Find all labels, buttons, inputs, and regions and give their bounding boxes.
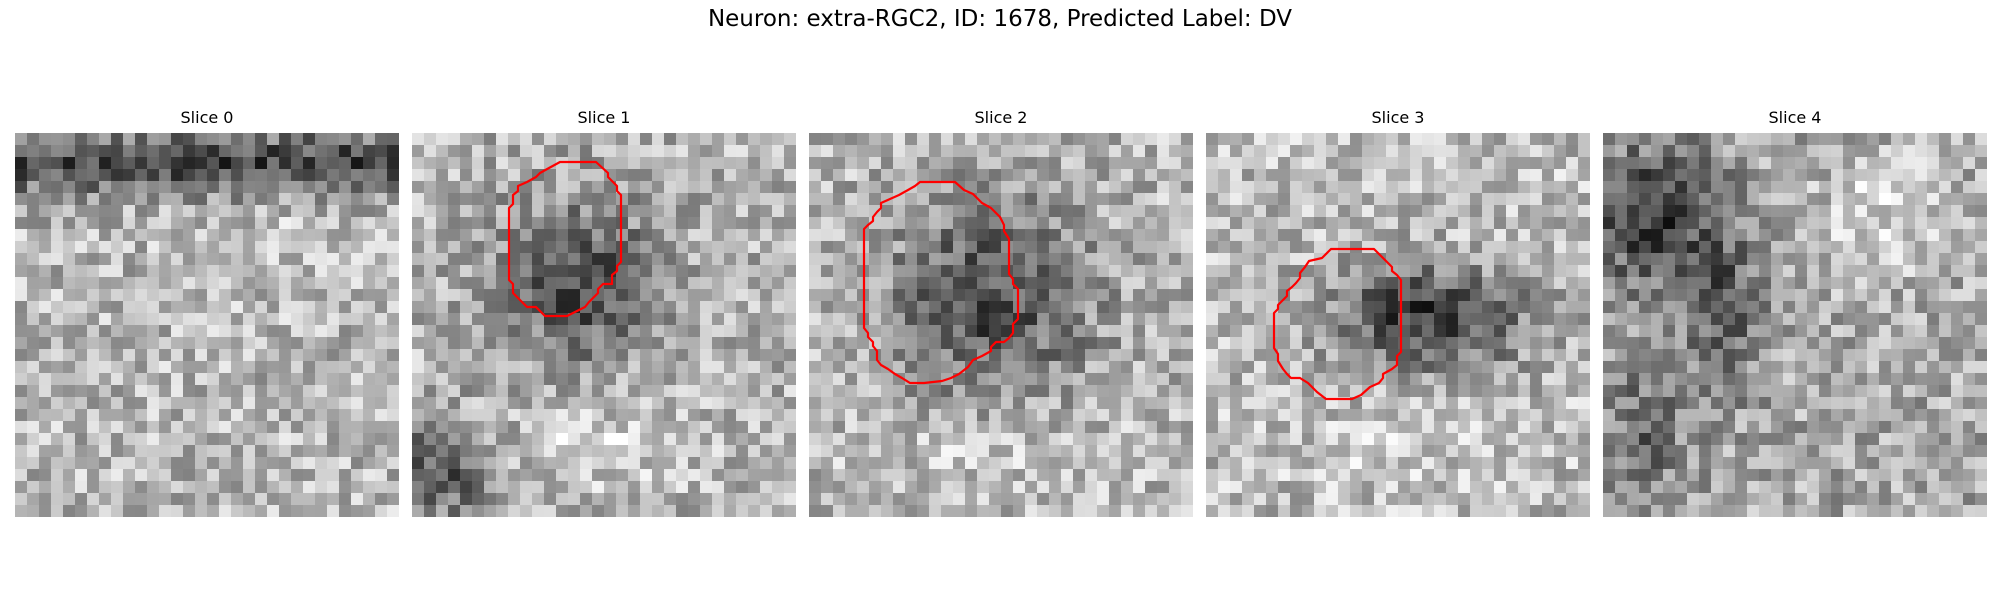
slice-image xyxy=(412,133,796,517)
slice-title: Slice 0 xyxy=(180,108,234,127)
slice-title: Slice 4 xyxy=(1768,108,1822,127)
slice-image xyxy=(1603,133,1987,517)
segmentation-contour xyxy=(862,180,1020,385)
slice-title: Slice 1 xyxy=(577,108,631,127)
segmentation-contour xyxy=(1272,247,1403,401)
segmentation-contour xyxy=(507,160,623,318)
slice-image xyxy=(15,133,399,517)
figure-title: Neuron: extra-RGC2, ID: 1678, Predicted … xyxy=(707,6,1293,32)
slice-title: Slice 3 xyxy=(1371,108,1425,127)
slice-title: Slice 2 xyxy=(974,108,1028,127)
slice-image xyxy=(1206,133,1590,517)
slice-image xyxy=(809,133,1193,517)
